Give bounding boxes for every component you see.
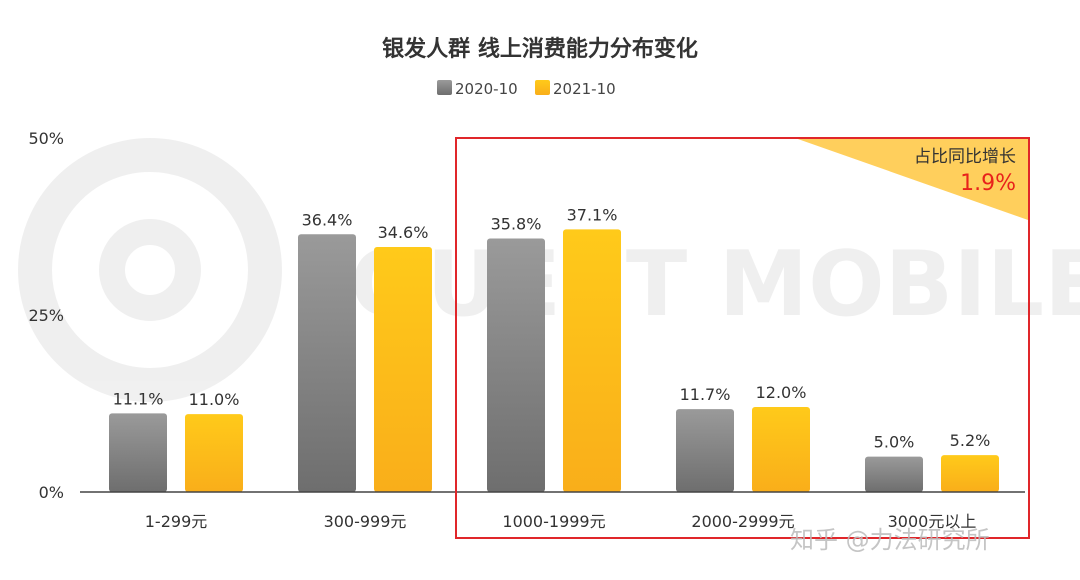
data-label: 12.0%	[756, 383, 807, 402]
x-category-label: 3000元以上	[888, 512, 977, 531]
annotation-triangle	[795, 138, 1028, 220]
data-label: 11.0%	[189, 390, 240, 409]
logo-watermark: QUEST MOBILE	[18, 138, 1080, 402]
annotation-label: 占比同比增长	[914, 147, 1016, 167]
bar-2021-10-0	[185, 414, 243, 492]
bar-2020-10-0	[109, 413, 167, 492]
data-label: 37.1%	[567, 205, 618, 224]
bar-2021-10-2	[563, 229, 621, 492]
legend-label-2021: 2021-10	[553, 80, 616, 98]
chart-title: 银发人群 线上消费能力分布变化	[382, 36, 698, 62]
bar-2020-10-3	[676, 409, 734, 492]
x-category-label: 2000-2999元	[691, 512, 794, 531]
bar-2020-10-4	[865, 456, 923, 492]
bar-2021-10-3	[752, 407, 810, 492]
y-tick-label: 50%	[28, 129, 64, 148]
svg-text:QUEST MOBILE: QUEST MOBILE	[350, 232, 1080, 337]
legend-swatch-2020	[437, 80, 452, 95]
annotation-value: 1.9%	[960, 171, 1016, 196]
x-category-label: 300-999元	[324, 512, 407, 531]
watermark-text: 知乎 @力法研究所	[790, 526, 990, 554]
bar-2020-10-2	[487, 238, 545, 492]
x-category-label: 1000-1999元	[502, 512, 605, 531]
bar-2021-10-4	[941, 455, 999, 492]
highlight-box	[455, 137, 1030, 539]
y-tick-label: 25%	[28, 306, 64, 325]
bar-2020-10-1	[298, 234, 356, 492]
legend: 2020-10 2021-10	[437, 80, 616, 98]
data-label: 5.0%	[874, 433, 915, 452]
data-label: 35.8%	[491, 215, 542, 234]
data-label: 11.7%	[680, 385, 731, 404]
bar-2021-10-1	[374, 247, 432, 492]
y-tick-label: 0%	[39, 483, 64, 502]
legend-swatch-2021	[535, 80, 550, 95]
data-label: 5.2%	[950, 431, 991, 450]
legend-label-2020: 2020-10	[455, 80, 518, 98]
data-label: 36.4%	[302, 210, 353, 229]
data-label: 34.6%	[378, 223, 429, 242]
x-category-label: 1-299元	[145, 512, 208, 531]
data-label: 11.1%	[113, 389, 164, 408]
